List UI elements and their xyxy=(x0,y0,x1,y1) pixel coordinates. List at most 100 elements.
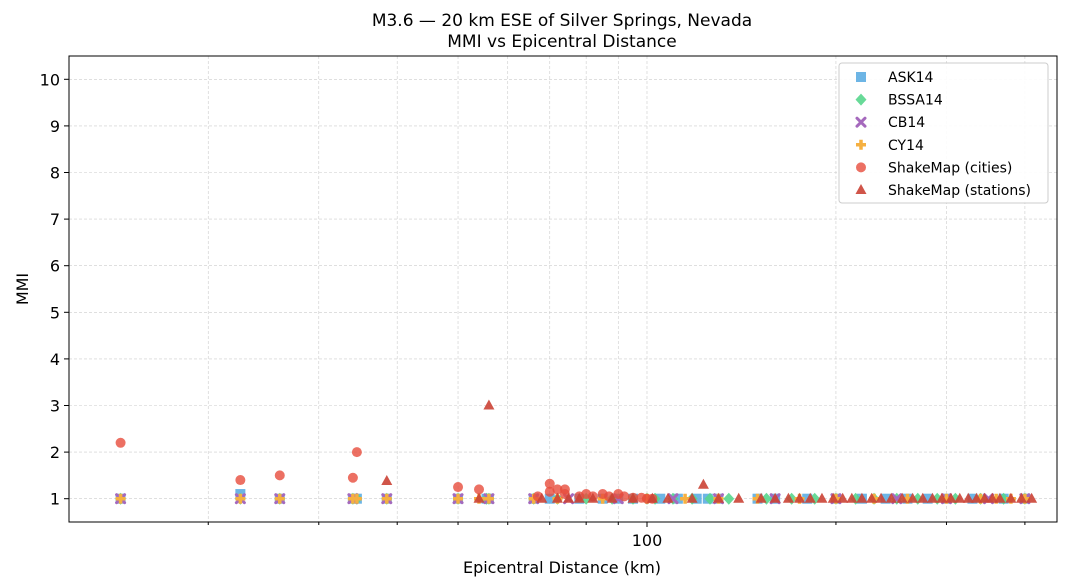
legend-marker xyxy=(855,116,867,128)
data-point xyxy=(827,492,839,503)
data-point xyxy=(922,493,933,504)
data-point xyxy=(755,492,767,503)
data-point xyxy=(704,492,716,505)
data-point xyxy=(880,493,891,504)
y-tick-label: 4 xyxy=(50,350,60,369)
axis-ticks: 1 2 3 4 5 6 7 8 9 10 100 xyxy=(40,70,1026,550)
legend: ASK14 BSSA14 CB14 CY14 ShakeMap (cities) Shak… xyxy=(838,62,1049,204)
data-point xyxy=(115,437,126,448)
data-point xyxy=(713,492,725,503)
data-point xyxy=(115,493,126,504)
legend-box xyxy=(838,62,1049,204)
data-point xyxy=(587,492,599,503)
data-point xyxy=(381,474,393,485)
legend-label: CB14 xyxy=(888,115,925,131)
y-tick-label: 6 xyxy=(50,257,60,276)
chart-subtitle: MMI vs Epicentral Distance xyxy=(447,32,676,52)
data-point xyxy=(552,484,563,495)
data-point xyxy=(979,492,991,503)
data-point xyxy=(733,492,745,503)
data-point xyxy=(954,492,966,503)
y-tick-label: 5 xyxy=(50,303,60,322)
data-point xyxy=(536,492,548,503)
y-tick-label: 2 xyxy=(50,443,60,462)
data-point xyxy=(680,493,691,504)
data-point xyxy=(662,492,674,503)
x-axis-label: Epicentral Distance (km) xyxy=(463,558,661,577)
data-point xyxy=(453,482,464,493)
data-point xyxy=(967,493,978,504)
data-point xyxy=(274,470,285,481)
legend-marker xyxy=(856,72,866,82)
data-point xyxy=(274,493,285,504)
data-point xyxy=(885,492,897,503)
data-point xyxy=(453,493,464,504)
y-tick-label: 3 xyxy=(50,397,60,416)
data-point xyxy=(1015,492,1027,503)
data-point xyxy=(794,492,806,503)
data-point xyxy=(816,492,828,503)
legend-marker xyxy=(856,162,866,173)
data-point xyxy=(619,491,630,502)
data-point xyxy=(723,492,735,505)
data-point xyxy=(563,492,575,503)
data-point xyxy=(351,493,362,504)
data-point xyxy=(235,475,246,486)
series-5 xyxy=(381,399,1038,503)
data-point xyxy=(837,492,849,503)
data-point xyxy=(381,493,392,504)
data-point xyxy=(573,492,585,503)
data-point xyxy=(846,492,858,503)
data-point xyxy=(474,484,485,495)
y-tick-label: 9 xyxy=(50,117,60,136)
data-point xyxy=(1026,492,1038,503)
plot-frame xyxy=(68,55,1058,523)
legend-marker xyxy=(855,184,867,194)
data-point xyxy=(782,492,794,503)
data-point xyxy=(907,492,919,503)
y-tick-label: 1 xyxy=(50,490,60,509)
data-point xyxy=(551,492,563,503)
data-point xyxy=(936,492,948,503)
data-point xyxy=(962,492,974,503)
data-point xyxy=(804,492,816,503)
data-point xyxy=(544,478,555,489)
legend-marker xyxy=(856,139,866,150)
data-point xyxy=(896,492,908,503)
data-point xyxy=(483,399,495,410)
data-point xyxy=(686,492,698,503)
y-axis-label: MMI xyxy=(13,273,32,305)
y-tick-label: 10 xyxy=(40,70,60,89)
data-point xyxy=(235,493,246,504)
data-point xyxy=(483,493,494,504)
data-point xyxy=(544,486,555,497)
data-point xyxy=(473,492,485,503)
data-point xyxy=(544,493,555,504)
data-point xyxy=(945,492,957,503)
data-point xyxy=(856,492,868,503)
data-point xyxy=(1005,492,1017,503)
data-point xyxy=(769,492,781,503)
data-point xyxy=(986,492,998,503)
data-point xyxy=(627,492,639,503)
data-point xyxy=(347,472,358,483)
data-point xyxy=(606,492,618,503)
data-point xyxy=(697,478,709,489)
data-point xyxy=(926,492,938,503)
data-point xyxy=(994,492,1006,503)
data-point xyxy=(646,492,658,503)
y-tick-label: 8 xyxy=(50,164,60,183)
data-point xyxy=(351,447,362,458)
data-series xyxy=(115,399,1038,505)
legend-label: ShakeMap (cities) xyxy=(888,160,1012,176)
legend-label: CY14 xyxy=(888,138,924,154)
data-point xyxy=(917,492,929,503)
data-point xyxy=(875,492,887,503)
data-point xyxy=(971,492,983,503)
x-tick-label: 100 xyxy=(632,531,663,550)
legend-label: ShakeMap (stations) xyxy=(888,183,1031,199)
legend-label: BSSA14 xyxy=(888,93,943,109)
chart-title: M3.6 — 20 km ESE of Silver Springs, Neva… xyxy=(372,11,752,31)
data-point xyxy=(866,492,878,503)
